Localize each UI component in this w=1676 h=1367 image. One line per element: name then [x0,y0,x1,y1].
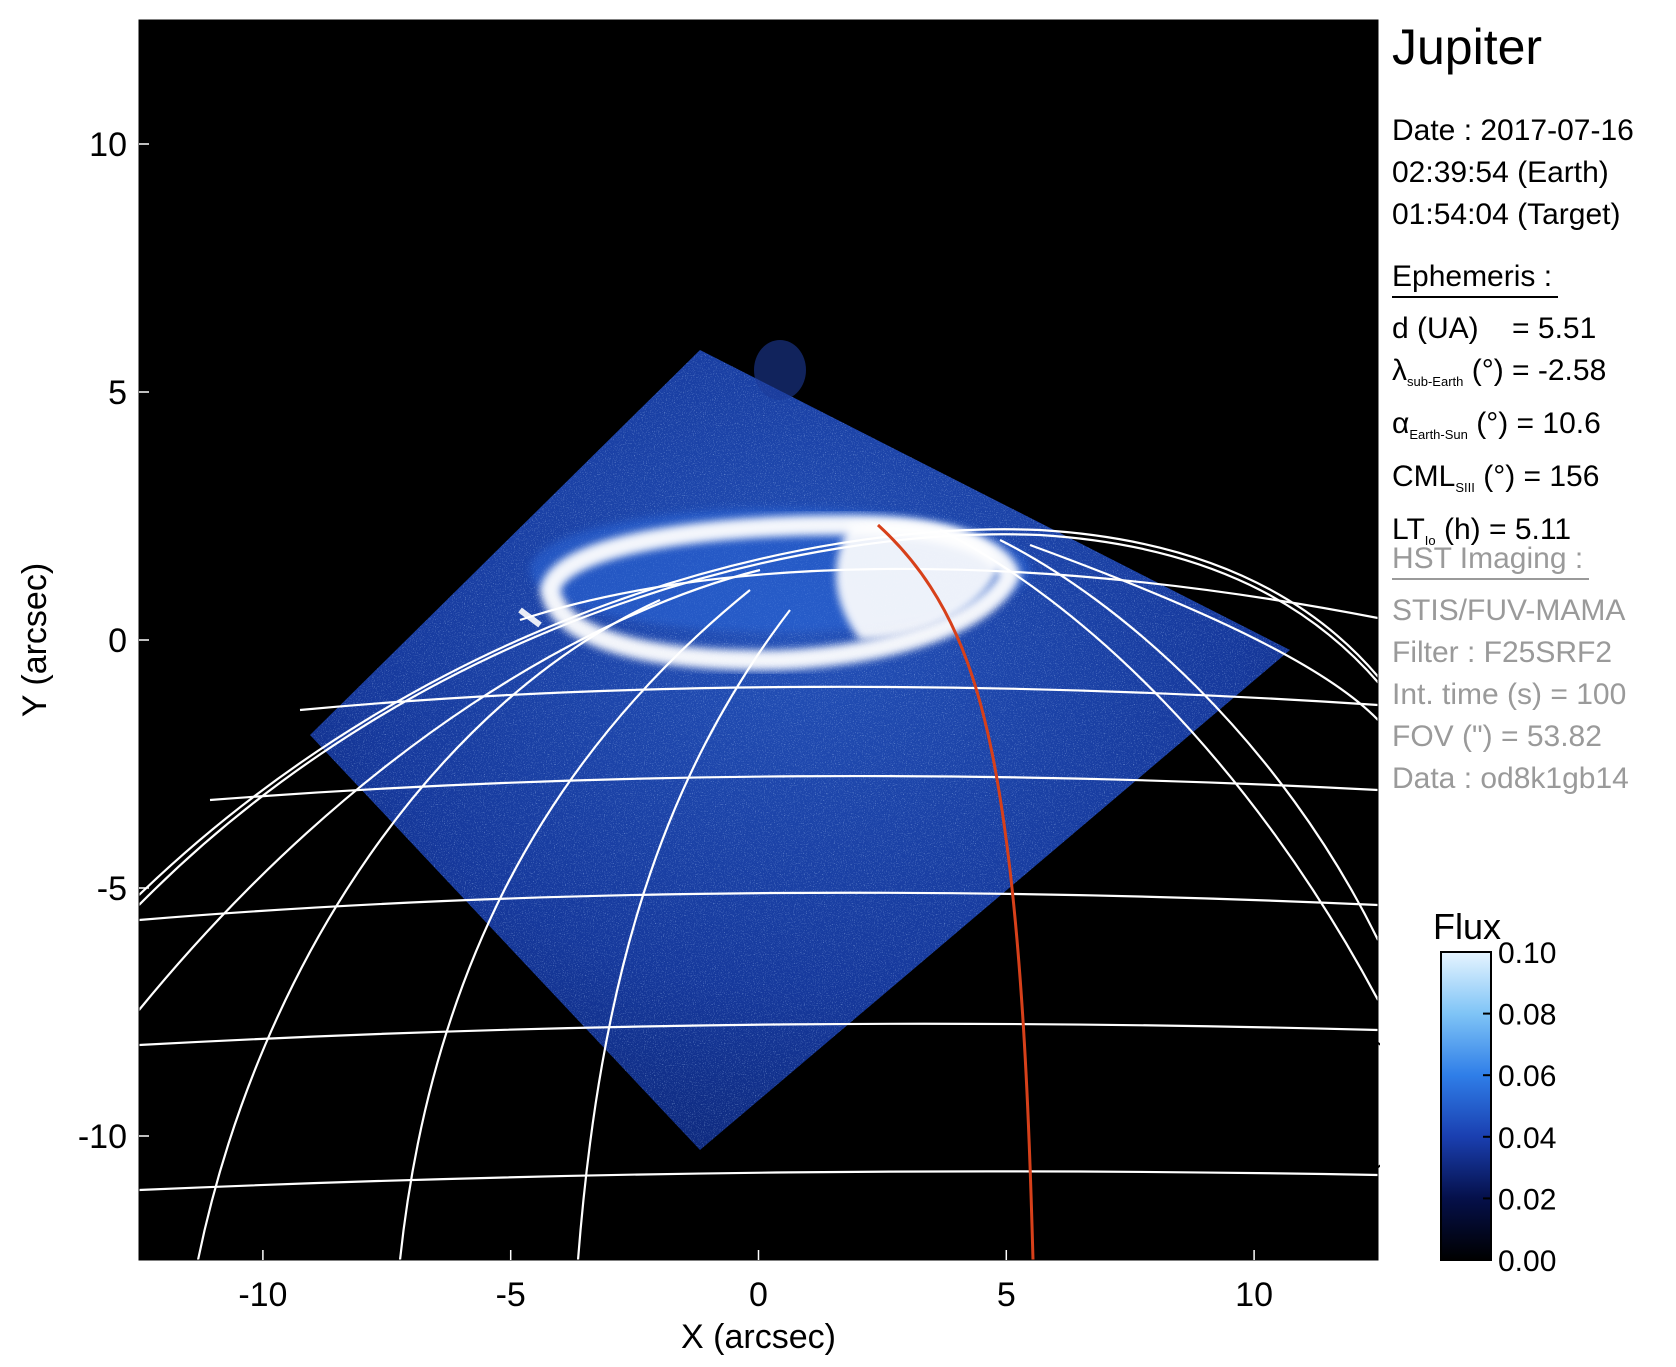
hst-heading: HST Imaging : [1392,544,1590,580]
colorbar-tick-label: 0.08 [1498,999,1556,1032]
date-block: Date : 2017-07-16 02:39:54 (Earth) 01:54… [1392,110,1634,236]
latitude-row: λsub-Earth (°) = -2.58 [1392,350,1606,403]
colorbar-unit-text: (counts.s [1349,1059,1380,1174]
instrument-text: STIS/FUV-MAMA [1392,594,1626,627]
cml-value: (°) = 156 [1483,460,1600,493]
time-earth-text: 02:39:54 (Earth) [1392,156,1609,189]
colorbar-label: Flux [1433,906,1502,947]
phase-subscript: Earth-Sun [1409,427,1468,442]
x-tick-label: -10 [238,1276,287,1314]
cml-subscript: SIII [1455,480,1475,495]
phase-row: αEarth-Sun (°) = 10.6 [1392,403,1606,456]
phase-value: (°) = 10.6 [1476,407,1601,440]
colorbar-unit-close: ) [1349,1036,1380,1046]
x-tick-label: -5 [496,1276,526,1314]
ephemeris-heading-text: Ephemeris : [1392,262,1559,298]
colorbar-unit-sup: -1 [1350,1045,1368,1060]
local-time-subscript: Io [1424,533,1436,548]
colorbar-tick-label: 0.00 [1498,1245,1556,1278]
cml-symbol: CML [1392,460,1456,493]
data-id-text: Data : od8k1gb14 [1392,762,1629,795]
int-time-text: Int. time (s) = 100 [1392,678,1627,711]
colorbar-unit: (counts.s-1) [1349,1036,1381,1173]
target-title: Jupiter [1392,19,1543,75]
y-tick-label: 5 [108,374,127,412]
colorbar: 0.10 0.08 0.06 0.04 0.02 0.00 [1440,937,1556,1278]
x-tick-label: 0 [749,1276,768,1314]
colorbar-tick-label: 0.06 [1498,1060,1556,1093]
latitude-symbol: λ [1392,354,1407,387]
local-time-value: (h) = 5.11 [1443,513,1572,546]
y-tick-label: 10 [89,126,127,164]
distance-row: d (UA) = 5.51 [1392,308,1606,350]
x-tick-label: 5 [997,1276,1016,1314]
distance-label: d (UA) [1392,312,1479,345]
colorbar-tick-label: 0.10 [1498,937,1556,970]
cml-row: CMLSIII (°) = 156 [1392,456,1606,509]
y-tick-label: 0 [108,622,127,660]
latitude-value: (°) = -2.58 [1471,354,1607,387]
ephemeris-heading: Ephemeris : [1392,262,1559,298]
colorbar-ticks: 0.10 0.08 0.06 0.04 0.02 0.00 [1483,937,1556,1278]
colorbar-gradient [1440,951,1492,1261]
io-spot [754,340,806,400]
local-time-row: LTIo (h) = 5.11 [1392,509,1606,562]
local-time-symbol: LT [1392,513,1425,546]
distance-value: = 5.51 [1512,312,1597,345]
colorbar-tick-label: 0.04 [1498,1122,1556,1155]
phase-symbol: α [1392,407,1410,440]
y-axis-label: Y (arcsec) [16,563,54,717]
planet-grid [139,528,1378,1260]
y-tick-label: -10 [78,1118,127,1156]
x-tick-label: 10 [1235,1276,1273,1314]
axes: -10 -5 0 5 10 10 5 0 -5 -10 X (arcsec) Y (arcsec) [16,126,1273,1356]
hst-block: STIS/FUV-MAMA Filter : F25SRF2 Int. time… [1392,590,1629,800]
io-footpath [876,523,1035,1260]
ephemeris-block: d (UA) = 5.51 λsub-Earth (°) = -2.58 αEa… [1392,308,1606,562]
date-text: Date : 2017-07-16 [1392,114,1634,147]
latitude-subscript: sub-Earth [1407,374,1464,389]
colorbar-tick-label: 0.02 [1498,1183,1556,1216]
fov-text: FOV (") = 53.82 [1392,720,1602,753]
filter-text: Filter : F25SRF2 [1392,636,1613,669]
time-target-text: 01:54:04 (Target) [1392,198,1621,231]
hst-heading-text: HST Imaging : [1392,544,1590,580]
x-axis-label: X (arcsec) [681,1318,836,1356]
y-tick-label: -5 [97,870,127,908]
